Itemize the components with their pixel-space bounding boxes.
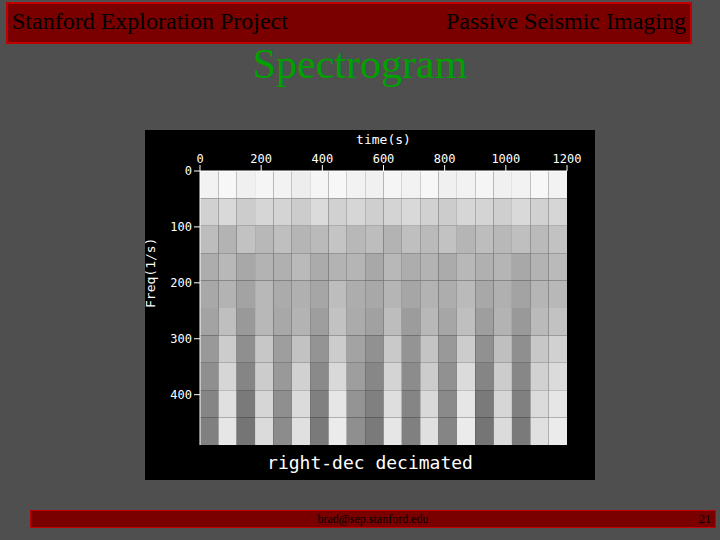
- html-text:Passive Seismic Imaging: Passive Seismic Imaging: [446, 8, 686, 34]
- svg-text:0: 0: [185, 164, 192, 178]
- html-text:21: 21: [699, 512, 711, 526]
- svg-text:1200: 1200: [553, 152, 582, 166]
- svg-text:Freq(1/s): Freq(1/s): [145, 238, 158, 308]
- svg-text:200: 200: [170, 276, 192, 290]
- html-text:right-dec decimated: right-dec decimated: [267, 452, 473, 473]
- svg-text:1000: 1000: [491, 152, 520, 166]
- html-text:Stanford Exploration Project: Stanford Exploration Project: [12, 8, 288, 34]
- svg-text:100: 100: [170, 220, 192, 234]
- svg-text:600: 600: [373, 152, 395, 166]
- svg-text:300: 300: [170, 332, 192, 346]
- svg-text:time(s): time(s): [356, 132, 411, 147]
- svg-text:800: 800: [434, 152, 456, 166]
- html-text:brad@sep.stanford.edu: brad@sep.stanford.edu: [317, 512, 429, 526]
- svg-text:0: 0: [196, 152, 203, 166]
- svg-text:400: 400: [311, 152, 333, 166]
- html-text:Spectrogram: Spectrogram: [252, 41, 468, 87]
- svg-text:200: 200: [250, 152, 272, 166]
- svg-text:400: 400: [170, 388, 192, 402]
